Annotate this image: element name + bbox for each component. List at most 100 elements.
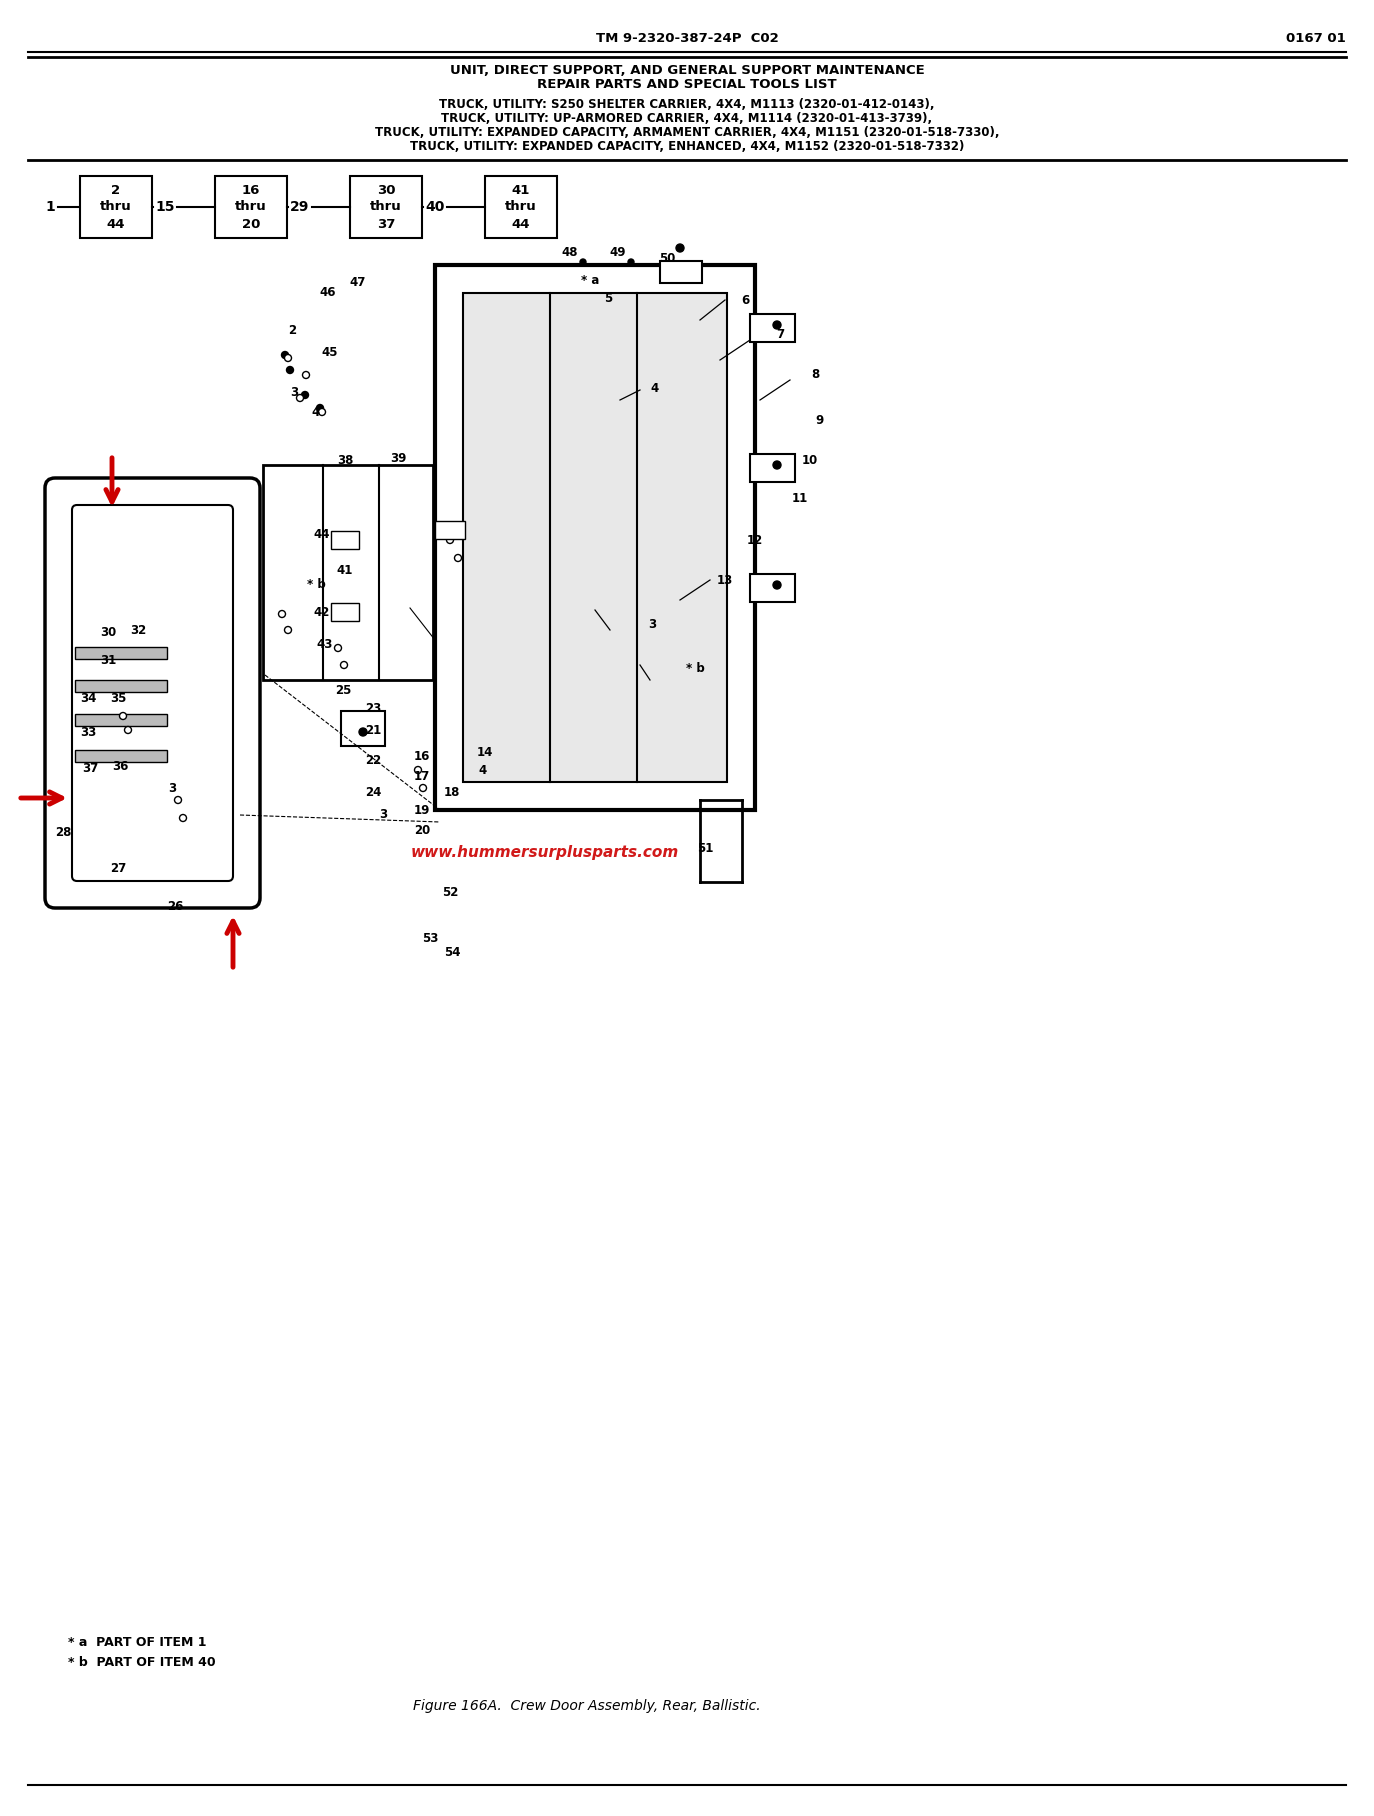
Bar [750, 574, 796, 601]
Text: 42: 42 [313, 607, 330, 619]
Circle shape [174, 797, 181, 803]
Text: 52: 52 [442, 886, 458, 899]
Circle shape [302, 372, 309, 378]
Text: 3: 3 [290, 385, 298, 398]
Circle shape [447, 536, 453, 543]
Text: UNIT, DIRECT SUPPORT, AND GENERAL SUPPORT MAINTENANCE: UNIT, DIRECT SUPPORT, AND GENERAL SUPPOR… [449, 65, 925, 78]
Circle shape [316, 405, 323, 412]
Text: 30: 30 [100, 625, 117, 639]
Text: 43: 43 [317, 639, 333, 652]
Circle shape [287, 367, 294, 374]
Text: 30
thru
37: 30 thru 37 [370, 183, 401, 231]
Bar [76, 646, 168, 659]
Text: 33: 33 [80, 726, 96, 739]
Text: TRUCK, UTILITY: S250 SHELTER CARRIER, 4X4, M1113 (2320-01-412-0143),: TRUCK, UTILITY: S250 SHELTER CARRIER, 4X… [440, 98, 934, 111]
Circle shape [415, 766, 422, 774]
Bar [341, 712, 385, 746]
Text: 51: 51 [697, 841, 713, 855]
Text: * b: * b [686, 661, 705, 674]
Text: 4: 4 [480, 763, 488, 777]
Text: 16: 16 [414, 750, 430, 763]
FancyBboxPatch shape [80, 176, 153, 238]
Circle shape [297, 394, 304, 401]
Text: 15: 15 [155, 200, 174, 214]
FancyBboxPatch shape [214, 176, 287, 238]
Circle shape [279, 610, 286, 617]
Text: Figure 166A.  Crew Door Assembly, Rear, Ballistic.: Figure 166A. Crew Door Assembly, Rear, B… [414, 1700, 761, 1712]
Text: 23: 23 [365, 701, 381, 714]
Text: 21: 21 [365, 723, 381, 737]
Text: 2: 2 [289, 323, 295, 336]
Text: TM 9-2320-387-24P  C02: TM 9-2320-387-24P C02 [595, 31, 779, 45]
Text: REPAIR PARTS AND SPECIAL TOOLS LIST: REPAIR PARTS AND SPECIAL TOOLS LIST [537, 78, 837, 91]
Text: 25: 25 [335, 683, 352, 697]
Text: 32: 32 [131, 623, 146, 636]
Bar [750, 454, 796, 481]
Bar [76, 750, 168, 763]
Text: 8: 8 [811, 369, 819, 381]
Text: * a  PART OF ITEM 1: * a PART OF ITEM 1 [67, 1636, 206, 1649]
Text: 18: 18 [444, 786, 460, 799]
Text: 3: 3 [168, 781, 176, 795]
FancyBboxPatch shape [350, 176, 422, 238]
Circle shape [284, 627, 291, 634]
Text: 14: 14 [477, 746, 493, 759]
Text: 4: 4 [312, 405, 320, 418]
Text: 0167 01: 0167 01 [1286, 31, 1347, 45]
Text: 50: 50 [658, 251, 675, 265]
Bar [463, 292, 727, 783]
Circle shape [580, 260, 585, 265]
Text: 45: 45 [322, 345, 338, 358]
Text: 26: 26 [166, 901, 183, 913]
Text: 6: 6 [741, 294, 749, 307]
Circle shape [334, 645, 342, 652]
Text: 54: 54 [444, 946, 460, 959]
Circle shape [319, 409, 326, 416]
Text: * b  PART OF ITEM 40: * b PART OF ITEM 40 [67, 1656, 216, 1669]
Bar [436, 265, 754, 810]
Text: TRUCK, UTILITY: EXPANDED CAPACITY, ENHANCED, 4X4, M1152 (2320-01-518-7332): TRUCK, UTILITY: EXPANDED CAPACITY, ENHAN… [409, 140, 965, 154]
Bar [331, 603, 359, 621]
Text: 19: 19 [414, 803, 430, 817]
Text: 49: 49 [610, 245, 627, 258]
Bar [76, 714, 168, 726]
Text: 2
thru
44: 2 thru 44 [100, 183, 132, 231]
Text: 29: 29 [290, 200, 309, 214]
Text: * a: * a [581, 274, 599, 287]
Bar [750, 314, 796, 341]
Text: 31: 31 [100, 654, 117, 666]
Text: 5: 5 [605, 292, 613, 305]
Text: 34: 34 [80, 692, 96, 705]
Text: 9: 9 [816, 414, 824, 427]
Bar [76, 679, 168, 692]
Text: 10: 10 [802, 454, 818, 467]
Text: 39: 39 [390, 452, 407, 465]
Circle shape [419, 785, 426, 792]
Text: 4: 4 [651, 381, 660, 394]
Text: 12: 12 [747, 534, 763, 547]
Circle shape [301, 392, 309, 398]
Text: 3: 3 [649, 619, 655, 632]
Text: 46: 46 [320, 285, 337, 298]
Text: 37: 37 [82, 761, 98, 774]
Bar [660, 262, 702, 283]
Text: 7: 7 [776, 329, 785, 341]
Circle shape [284, 354, 291, 361]
Bar [262, 465, 433, 679]
Text: * b: * b [306, 579, 326, 592]
Text: 36: 36 [111, 759, 128, 772]
Text: 44: 44 [313, 528, 330, 541]
Bar [331, 530, 359, 548]
Text: 1: 1 [45, 200, 55, 214]
Text: 24: 24 [365, 786, 381, 799]
Circle shape [180, 815, 187, 821]
Text: 28: 28 [55, 826, 71, 839]
Text: 17: 17 [414, 770, 430, 783]
Text: TRUCK, UTILITY: UP-ARMORED CARRIER, 4X4, M1114 (2320-01-413-3739),: TRUCK, UTILITY: UP-ARMORED CARRIER, 4X4,… [441, 113, 933, 125]
Text: 41
thru
44: 41 thru 44 [506, 183, 537, 231]
Text: 20: 20 [414, 823, 430, 837]
Circle shape [341, 661, 348, 668]
Text: 40: 40 [426, 200, 445, 214]
Text: www.hummersurplusparts.com: www.hummersurplusparts.com [411, 846, 679, 861]
Circle shape [774, 461, 780, 469]
